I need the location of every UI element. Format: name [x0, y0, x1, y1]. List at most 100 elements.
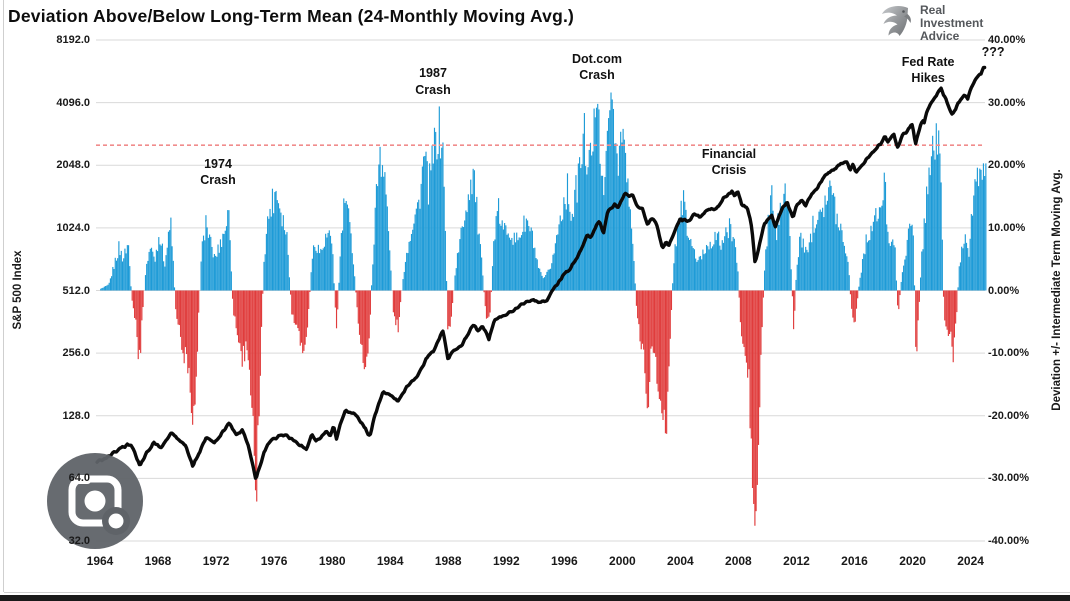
deviation-bar	[312, 245, 315, 291]
deviation-bar	[248, 290, 251, 370]
camera-lens-icon	[47, 453, 143, 549]
deviation-bar	[697, 260, 699, 291]
deviation-bar	[641, 290, 644, 344]
deviation-bar	[919, 277, 922, 291]
deviation-bar	[344, 203, 346, 291]
deviation-bar	[610, 92, 612, 291]
deviation-bar	[635, 290, 637, 306]
deviation-bar	[933, 150, 935, 291]
deviation-bar	[310, 272, 312, 291]
deviation-bar	[189, 290, 191, 393]
deviation-bar	[909, 223, 911, 291]
deviation-bar	[754, 290, 756, 526]
deviation-bar	[339, 256, 341, 291]
deviation-bar	[734, 247, 737, 291]
real-investment-advice-logo: Real Investment Advice	[874, 4, 983, 44]
deviation-bar	[767, 214, 769, 291]
deviation-bar	[932, 135, 934, 291]
deviation-bar	[473, 170, 475, 291]
deviation-bar	[692, 248, 694, 291]
deviation-bar	[851, 290, 853, 309]
logo-line-1: Real	[920, 3, 946, 17]
deviation-bar	[675, 246, 677, 291]
deviation-bar	[455, 268, 457, 291]
deviation-bar	[557, 234, 559, 291]
deviation-bar	[298, 290, 300, 332]
deviation-bar	[968, 256, 970, 291]
deviation-bar	[114, 257, 116, 291]
deviation-bar	[651, 290, 653, 347]
deviation-bar	[946, 290, 948, 330]
deviation-bar	[198, 290, 200, 313]
deviation-bar	[427, 204, 430, 291]
deviation-bar	[579, 157, 581, 291]
deviation-bar	[774, 220, 777, 291]
deviation-bar	[115, 260, 118, 291]
deviation-bar	[195, 290, 197, 377]
deviation-bar	[568, 204, 570, 291]
deviation-bar	[459, 239, 461, 291]
deviation-bar	[482, 275, 484, 291]
deviation-bar	[130, 286, 132, 291]
annotation-label: Dot.com Crash	[572, 51, 622, 82]
deviation-bar	[785, 201, 787, 291]
deviation-bar	[766, 246, 768, 291]
deviation-bar	[271, 188, 274, 291]
deviation-bar	[244, 290, 246, 362]
deviation-bar	[643, 290, 645, 350]
deviation-bar	[725, 227, 727, 291]
deviation-bar	[955, 290, 957, 324]
deviation-bar	[709, 241, 711, 291]
deviation-bar	[660, 290, 662, 401]
deviation-bar	[257, 290, 259, 426]
deviation-bar	[484, 290, 486, 307]
deviation-bar	[684, 201, 686, 291]
deviation-bar	[111, 276, 113, 291]
deviation-bar	[210, 236, 212, 291]
deviation-bar	[780, 212, 783, 291]
deviation-bar	[750, 290, 752, 439]
left-axis-tick: 512.0	[62, 284, 90, 297]
deviation-bar	[233, 290, 235, 316]
deviation-bar	[102, 287, 104, 291]
deviation-bar	[277, 203, 280, 291]
deviation-bar	[316, 252, 318, 291]
deviation-bar	[906, 239, 908, 291]
deviation-bar	[732, 237, 734, 291]
deviation-bar	[971, 215, 974, 291]
deviation-bar	[685, 209, 687, 291]
deviation-bar	[747, 290, 749, 378]
deviation-bar	[765, 249, 767, 291]
deviation-bar	[595, 107, 598, 291]
deviation-bar	[598, 109, 600, 291]
deviation-bar	[653, 290, 656, 354]
deviation-bar	[739, 290, 741, 323]
deviation-bar	[895, 280, 897, 291]
deviation-bar	[446, 281, 448, 291]
deviation-bar	[823, 217, 825, 291]
deviation-bar	[836, 213, 838, 291]
deviation-bar	[317, 244, 319, 291]
deviation-bar	[495, 216, 497, 291]
deviation-bar	[847, 261, 849, 291]
deviation-bar	[514, 242, 517, 291]
deviation-bar	[699, 255, 702, 291]
deviation-bar	[572, 216, 575, 291]
deviation-bar	[394, 290, 396, 317]
deviation-bar	[367, 290, 369, 354]
camera-lens-button[interactable]	[47, 453, 143, 549]
deviation-bar	[444, 230, 446, 291]
deviation-bar	[153, 256, 155, 291]
deviation-bar	[562, 219, 564, 291]
deviation-bar	[591, 155, 593, 291]
deviation-bar	[900, 281, 902, 291]
deviation-bar	[695, 258, 697, 291]
deviation-bar	[389, 250, 391, 291]
deviation-bar	[424, 155, 426, 291]
deviation-bar	[742, 290, 744, 344]
deviation-bar	[973, 195, 975, 291]
bottom-system-bar	[0, 595, 1070, 601]
deviation-bar	[494, 239, 496, 291]
x-axis-tick: 2024	[957, 554, 984, 568]
deviation-bar	[531, 230, 533, 291]
